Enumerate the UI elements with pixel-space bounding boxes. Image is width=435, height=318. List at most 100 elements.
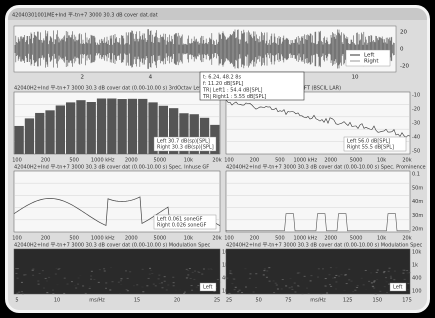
x-tick-label: 2 [80, 75, 84, 81]
spectrogram-cell [136, 284, 138, 285]
spectrogram-cell [16, 293, 18, 294]
y-tick-label: 30m [412, 213, 423, 219]
spectrogram-cell [186, 277, 188, 278]
spectrogram-cell [63, 293, 65, 294]
spectrogram-cell [85, 293, 87, 294]
spectrogram-cell [126, 289, 128, 290]
legend-label: Right [364, 59, 379, 65]
spectrogram-cell [329, 284, 331, 285]
bar [128, 99, 137, 154]
spectrogram-cell [105, 282, 107, 283]
spectrogram-cell [79, 275, 81, 276]
spectrogram-cell [409, 272, 411, 273]
panel-plot [226, 249, 410, 294]
x-tick-label: 25 [226, 298, 232, 304]
bar [118, 99, 127, 154]
spectrogram-cell [161, 287, 163, 288]
spectrogram-cell [354, 290, 356, 291]
spectrogram-cell [385, 277, 387, 278]
spectrogram-cell [17, 268, 19, 269]
spectrogram-cell [120, 284, 122, 285]
spectrogram-cell [93, 279, 95, 280]
spectrogram-cell [348, 269, 350, 270]
spectrogram-cell [318, 268, 320, 269]
spectrogram-cell [143, 287, 145, 288]
spectrogram-cell [298, 272, 300, 273]
cursor-readout: t: 6.24, 48.2 8s [203, 75, 241, 81]
spectrogram-cell [164, 281, 166, 282]
spectrogram-cell [191, 290, 193, 291]
spectrogram-cell [46, 292, 48, 293]
spectrogram-cell [217, 279, 219, 280]
spectrogram-cell [129, 271, 131, 272]
spectrogram-cell [150, 270, 152, 271]
spectrogram-cell [335, 275, 337, 276]
legend-label: Left [203, 285, 212, 291]
y-tick-label: 400 [412, 276, 422, 282]
spectrogram-cell [329, 274, 331, 275]
spectrogram-cell [67, 284, 69, 285]
spectrogram-cell [266, 277, 268, 278]
spectrogram-cell [323, 279, 325, 280]
spectrogram-cell [322, 268, 324, 269]
spectrogram-cell [164, 276, 166, 277]
spectrogram-cell [386, 292, 388, 293]
spectrogram-cell [310, 280, 312, 281]
spectrogram-cell [377, 270, 379, 271]
spectrogram-cell [74, 285, 76, 286]
spectrogram-cell [407, 283, 409, 284]
spectrogram-cell [384, 286, 386, 287]
spectrogram-cell [263, 274, 265, 275]
spectrogram-cell [375, 294, 377, 295]
spectrogram-cell [208, 269, 210, 270]
analysis-window: 42040301001ME+Ind 平-tn+7 3000 30.3 dB co… [8, 8, 427, 310]
spectrogram-cell [302, 294, 304, 295]
spectrogram-cell [276, 285, 278, 286]
spectrogram-cell [198, 272, 200, 273]
spectrogram-cell [175, 290, 177, 291]
spectrogram-cell [357, 285, 359, 286]
legend-label: Right 30.3 dB(sp)[SPL] [157, 145, 214, 151]
x-tick-label: 5000 [350, 236, 363, 242]
x-tick-label: 20k [402, 236, 411, 242]
spectrogram-cell [75, 288, 77, 289]
spectrogram-cell [99, 269, 101, 270]
legend-label: Right 0.026 soneGF [157, 223, 206, 229]
x-tick-label: 200 [41, 236, 51, 242]
spectrogram-cell [310, 275, 312, 276]
x-tick-label: 15 [134, 298, 140, 304]
x-tick-label: 10 [352, 75, 359, 81]
spectrogram-cell [210, 269, 212, 270]
spectrogram-cell [266, 270, 268, 271]
spectrogram-cell [368, 281, 370, 282]
spectrogram-cell [407, 289, 409, 290]
spectrogram-cell [183, 293, 185, 294]
spectrogram-cell [151, 273, 153, 274]
spectrogram-cell [157, 284, 159, 285]
spectrogram-cell [264, 268, 266, 269]
spectrogram-cell [15, 273, 17, 274]
spectrogram-cell [237, 291, 239, 292]
x-tick-label: 500 [69, 236, 79, 242]
spectrogram-cell [228, 293, 230, 294]
spectrogram-cell [244, 268, 246, 269]
spectrogram-cell [119, 293, 121, 294]
y-tick-label: 1k [412, 263, 418, 269]
spectrogram-cell [403, 270, 405, 271]
spectrogram-cell [351, 281, 353, 282]
y-tick-label: -20 [412, 107, 420, 113]
y-tick-label: -10 [412, 93, 420, 99]
spectrogram-cell [355, 286, 357, 287]
spectrogram-cell [146, 285, 148, 286]
legend-label: Left [393, 285, 402, 291]
spectrogram-cell [159, 283, 161, 284]
spectrogram-cell [48, 277, 50, 278]
spectrogram-cell [267, 267, 269, 268]
spectrogram-cell [216, 272, 218, 273]
spectrogram-cell [52, 290, 54, 291]
x-tick-label: 1000 kHz [91, 158, 115, 164]
bar [45, 110, 54, 154]
spectrogram-cell [196, 287, 198, 288]
spectrogram-cell [133, 285, 135, 286]
spectrogram-cell [365, 270, 367, 271]
